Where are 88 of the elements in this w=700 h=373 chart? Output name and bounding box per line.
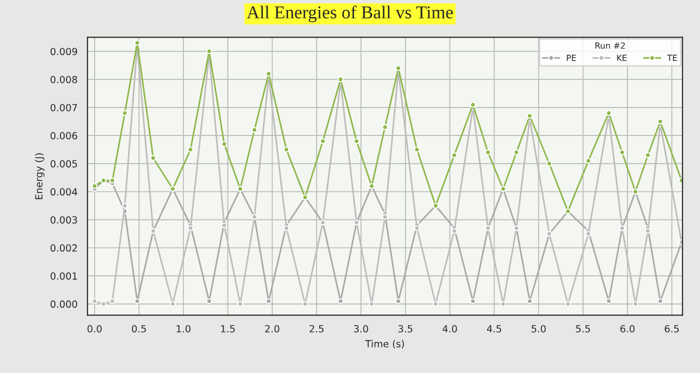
point [206,298,212,304]
point [266,70,272,77]
x-tick-label: 5.5 [576,325,590,332]
x-tick-label: 1.0 [176,325,190,332]
point [657,118,664,124]
point [266,298,272,304]
point [354,138,360,144]
point [585,230,592,237]
point [302,301,308,307]
point [644,152,651,158]
point [122,202,128,209]
point [188,225,194,232]
x-tick-label: 4.5 [486,325,502,332]
point [237,301,244,307]
x-tick-label: 3.5 [398,325,412,332]
y-tick-label: 0.000 [50,300,78,308]
x-tick-label: 6.0 [620,325,635,332]
point [657,298,664,304]
point [451,228,458,234]
point [513,149,520,156]
point [221,141,228,147]
y-tick-label: 0.007 [50,104,77,112]
point [619,149,626,156]
point [150,155,156,161]
point [526,112,533,119]
y-tick-label: 0.005 [50,160,77,168]
point [470,298,476,304]
point [252,126,258,133]
point [485,149,491,156]
point [206,48,212,54]
legend-label: TE [667,54,677,61]
point [632,301,638,307]
x-tick-label: 0.5 [132,325,146,332]
point [395,65,402,72]
x-tick-label: 5.0 [532,325,546,332]
x-tick-label: 1.5 [221,325,235,332]
point [92,298,98,304]
y-tick-label: 0.004 [50,188,78,196]
point [134,40,140,46]
point [470,102,476,108]
x-tick-label: 2.0 [265,325,280,332]
point [395,298,402,304]
x-tick-label: 4.0 [442,325,457,332]
y-tick-label: 0.009 [50,48,78,56]
point [283,225,290,232]
point [382,124,388,130]
point [414,146,420,153]
point [644,228,651,234]
chart-title: All Energies of Ball vs Time [246,6,453,22]
point [109,178,116,184]
point [546,160,552,167]
point [338,298,344,304]
x-tick-label: 3.0 [354,325,368,332]
point [283,146,290,153]
point [320,138,326,144]
point [382,214,388,220]
x-tick-label: 2.5 [310,325,324,332]
x-tick-label: 6.5 [664,325,679,332]
point [338,76,344,82]
point [564,301,571,307]
legend-label: KE [617,54,627,61]
point [170,301,176,307]
y-tick-label: 0.001 [50,272,77,280]
x-axis-title: Time (s) [365,340,404,349]
point [368,301,375,307]
point [92,183,98,190]
point [526,298,533,304]
y-tick-label: 0.003 [50,216,77,224]
legend-title: Run #2 [596,42,625,49]
point [432,301,439,307]
point [606,110,612,116]
legend-label: PE [566,54,576,61]
point [188,146,194,153]
x-tick-label: 0.0 [88,325,102,332]
point [451,152,458,158]
y-axis-title: Energy (J) [34,153,44,200]
y-tick-label: 0.002 [50,244,77,252]
y-tick-label: 0.008 [50,76,78,84]
point [134,298,140,304]
point [100,301,106,307]
point [109,298,116,304]
point [122,110,128,116]
y-tick-label: 0.006 [50,132,78,140]
point [221,222,228,228]
point [414,225,420,232]
point [606,298,612,304]
point [500,301,506,307]
point [585,158,592,164]
